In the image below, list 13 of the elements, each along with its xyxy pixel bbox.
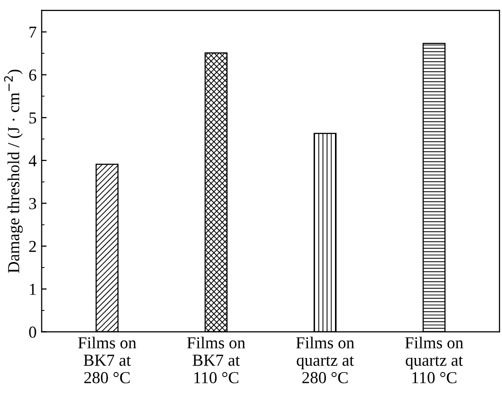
y-tick-label: 3 <box>29 198 36 210</box>
x-tick-label: Films on BK7 at 110 °C <box>187 336 246 384</box>
y-tick-label: 0 <box>29 326 36 338</box>
y-axis-title: Damage threshold / (J · cm$^{−2}$) <box>4 70 23 273</box>
y-tick-label: 1 <box>30 284 36 295</box>
y-tick-label: 2 <box>29 240 36 252</box>
y-tick-label: 5 <box>29 112 36 124</box>
x-tick-label: Films on quartz at 110 °C <box>405 336 464 384</box>
x-tick-label: Films on quartz at 280 °C <box>296 336 354 384</box>
y-tick-label: 6 <box>29 69 36 81</box>
x-tick-label: Films on BK7 at 280 °C <box>78 336 136 384</box>
y-tick-label: 7 <box>30 26 36 38</box>
y-tick-label: 4 <box>28 155 37 166</box>
